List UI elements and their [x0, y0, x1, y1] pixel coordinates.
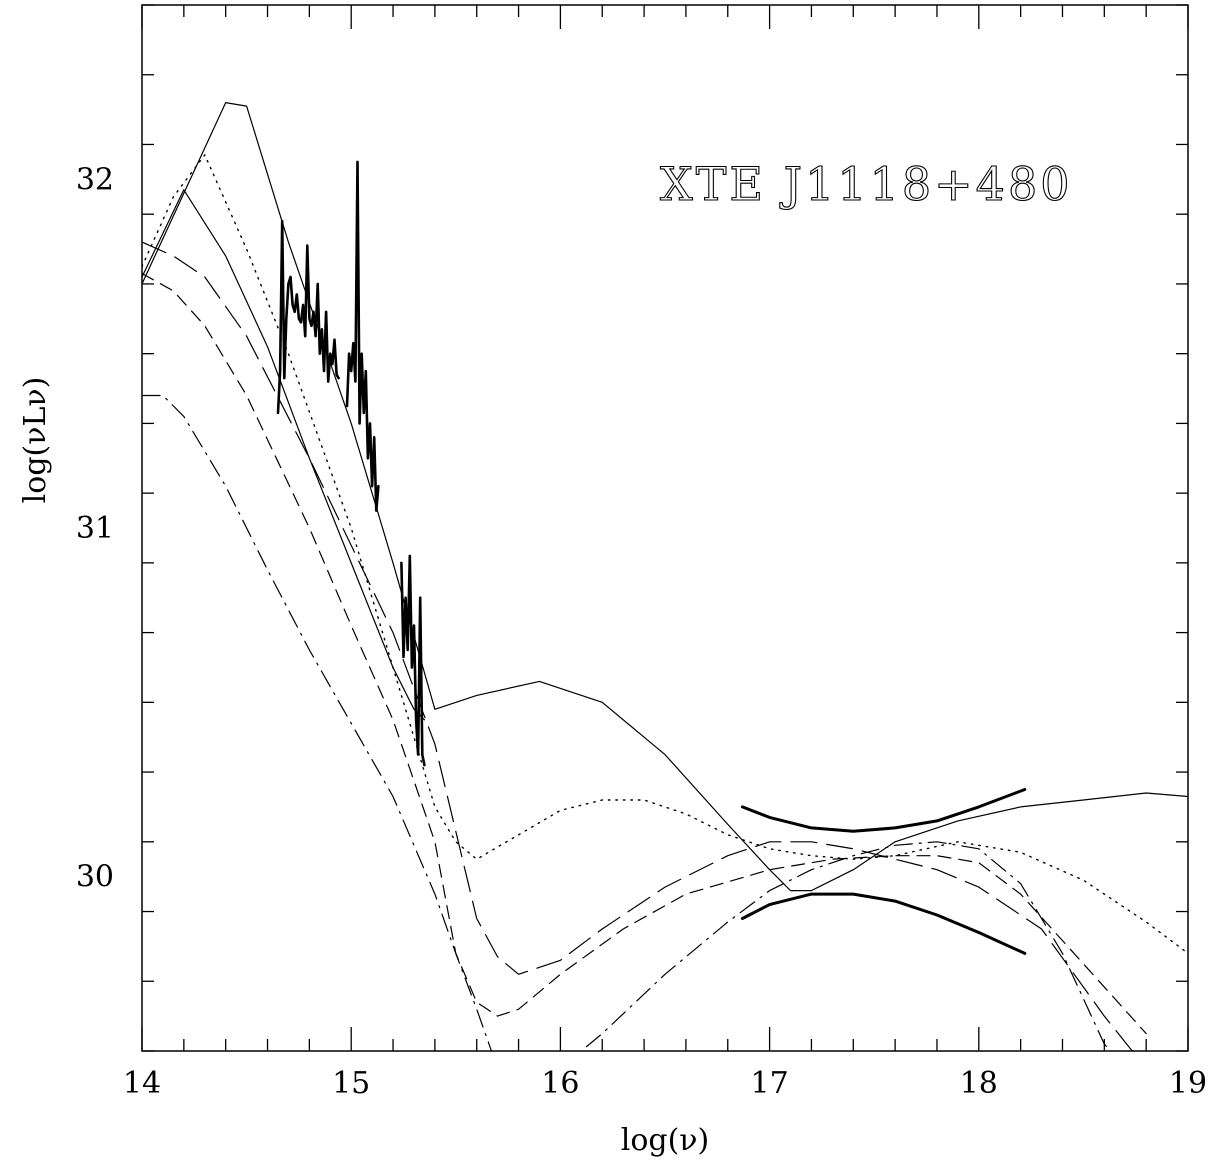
- series-line-bowtie: [740, 892, 1027, 955]
- x-tick-label: 19: [1169, 1066, 1207, 1101]
- x-tick-label: 17: [751, 1066, 789, 1101]
- series-line-bowtie: [740, 788, 1027, 833]
- series-line-dash-dot: [142, 394, 493, 1051]
- x-tick-label: 14: [123, 1066, 161, 1101]
- series-line-solid-thin: [142, 189, 425, 721]
- minor-ticks: [142, 4, 1188, 1052]
- series-layer: [142, 102, 1188, 1051]
- series-line-long-dash: [142, 241, 1134, 1051]
- series-line-data-thick: [400, 554, 426, 767]
- x-tick-label: 18: [960, 1066, 998, 1101]
- y-tick-label: 30: [76, 860, 114, 895]
- plot-frame: [141, 4, 1189, 1052]
- series-line-data-thick: [276, 219, 340, 415]
- y-tick-labels: 30 31 32: [76, 162, 114, 894]
- x-tick-labels: 14 15 16 17 18 19: [123, 1066, 1207, 1101]
- series-line-dotted: [142, 154, 1188, 955]
- y-axis-title: log(νLν): [18, 377, 53, 504]
- series-line-dash-dot: [580, 841, 1112, 1051]
- chart-annotation: XTE J1118+480: [660, 157, 1072, 211]
- series-line-short-dash: [142, 272, 1147, 1035]
- series-line-solid-thin: [142, 102, 1188, 892]
- y-tick-label: 32: [76, 162, 114, 197]
- series-line-data-thick: [345, 160, 380, 512]
- y-tick-label: 31: [76, 511, 114, 546]
- x-axis-title: log(ν): [621, 1123, 710, 1158]
- x-tick-label: 16: [541, 1066, 579, 1101]
- x-tick-label: 15: [332, 1066, 370, 1101]
